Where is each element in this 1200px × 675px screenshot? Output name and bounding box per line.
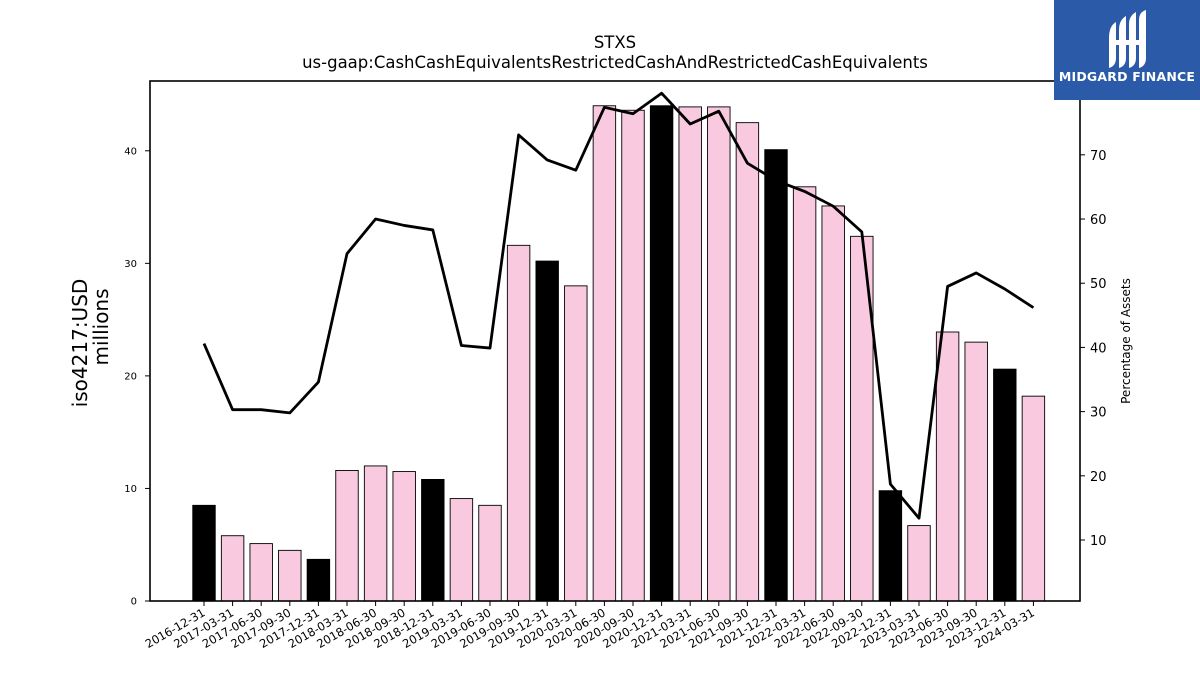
- bar-2017-03-31: [220, 535, 245, 602]
- y-tick-label: 10: [124, 484, 137, 495]
- bar-2023-03-31: [907, 525, 931, 602]
- percentage-line-layer: [202, 91, 1035, 520]
- y-axis-label-line1: iso4217:USD: [68, 279, 92, 408]
- chart-subtitle: us-gaap:CashCashEquivalentsRestrictedCas…: [302, 53, 928, 72]
- bar-2021-09-30: [735, 122, 760, 602]
- bar-2020-09-30: [621, 109, 645, 602]
- y2-tick-label: 60: [1090, 213, 1107, 228]
- y-tick-label: 40: [124, 146, 137, 157]
- chart-title: STXS: [594, 33, 636, 52]
- bar-2023-09-30: [964, 341, 988, 602]
- bar-2022-06-30: [821, 205, 845, 602]
- bar-2024-03-31: [1021, 395, 1046, 602]
- y-tick-label: 0: [131, 597, 137, 608]
- midgard-logo-icon: [1109, 10, 1146, 68]
- bar-2021-06-30: [707, 106, 731, 602]
- y2-axis-label: Percentage of Assets: [1119, 278, 1133, 404]
- y2-tick-label: 20: [1090, 470, 1107, 485]
- y2-tick-label: 30: [1090, 406, 1107, 421]
- y2-tick-label: 70: [1090, 149, 1107, 164]
- bar-2023-12-31: [993, 368, 1017, 602]
- bar-2018-12-31: [421, 478, 445, 602]
- bar-2017-09-30: [278, 549, 302, 602]
- y2-tick-label: 50: [1090, 277, 1107, 292]
- bar-2020-03-31: [564, 285, 588, 602]
- bar-2019-12-31: [535, 260, 559, 602]
- brand-logo: MIDGARD FINANCE: [1054, 0, 1200, 100]
- bar-2022-12-31: [878, 490, 903, 602]
- bar-2018-03-31: [335, 469, 359, 602]
- bar-2016-12-31: [192, 504, 216, 602]
- bar-2022-03-31: [792, 186, 817, 602]
- bar-2018-06-30: [363, 465, 388, 602]
- bar-2020-12-31: [649, 105, 674, 602]
- bar-2021-12-31: [764, 149, 788, 602]
- bar-2019-09-30: [506, 244, 531, 602]
- bar-2018-09-30: [392, 471, 416, 602]
- y2-tick-label: 40: [1090, 341, 1107, 356]
- bar-2021-03-31: [678, 106, 702, 602]
- percentage-of-assets-line: [202, 91, 1035, 520]
- bar-2017-06-30: [249, 543, 273, 602]
- bar-2020-06-30: [592, 105, 617, 602]
- y-axis-label-line2: millions: [89, 288, 113, 365]
- bar-2017-12-31: [306, 558, 331, 602]
- y-tick-label: 20: [124, 371, 137, 382]
- y-tick-label: 30: [124, 259, 137, 270]
- y2-tick-label: 10: [1090, 534, 1107, 549]
- bar-2019-03-31: [449, 498, 474, 602]
- bar-2023-06-30: [935, 331, 960, 602]
- bars: [192, 105, 1046, 602]
- plot-frame: [149, 80, 1081, 602]
- bar-2019-06-30: [478, 504, 502, 602]
- brand-name: MIDGARD FINANCE: [1058, 69, 1196, 84]
